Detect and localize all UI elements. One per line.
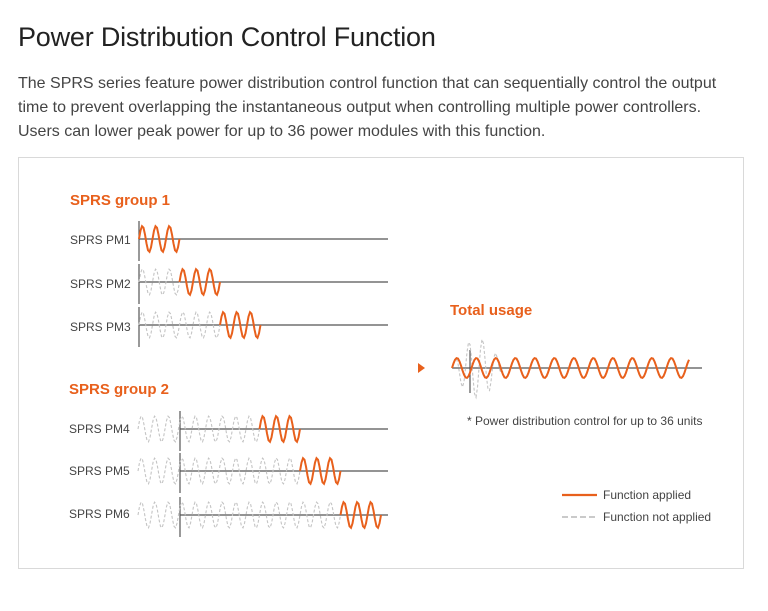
- group-2-title: SPRS group 2: [69, 381, 169, 398]
- waveform-layer: [137, 221, 702, 537]
- wave-not-applied: [138, 311, 221, 339]
- wave-not-applied: [137, 501, 342, 529]
- row-label-pm2: SPRS PM2: [70, 277, 131, 291]
- row-label-pm4: SPRS PM4: [69, 422, 130, 436]
- wave-applied: [138, 224, 181, 254]
- intro-paragraph: The SPRS series feature power distributi…: [18, 75, 717, 140]
- wave-not-applied: [138, 268, 181, 296]
- wave-not-applied: [137, 457, 301, 485]
- row-label-pm1: SPRS PM1: [70, 233, 131, 247]
- total-wave-not-applied: [451, 337, 504, 400]
- power-distribution-diagram: SPRS group 1 SPRS group 2 SPRS PM1 SPRS …: [69, 192, 711, 537]
- group-1-title: SPRS group 1: [70, 192, 170, 209]
- legend-applied-label: Function applied: [603, 488, 691, 502]
- wave-applied: [219, 310, 262, 340]
- page-title: Power Distribution Control Function: [18, 22, 436, 52]
- wave-applied: [339, 500, 382, 530]
- diagram-figure: SPRS group 1 SPRS group 2 SPRS PM1 SPRS …: [18, 157, 744, 569]
- wave-applied: [299, 456, 342, 486]
- total-usage-title: Total usage: [450, 302, 532, 319]
- legend-not-applied-label: Function not applied: [603, 510, 711, 524]
- wave-applied: [258, 414, 301, 444]
- row-label-pm6: SPRS PM6: [69, 507, 130, 521]
- wave-not-applied: [137, 415, 261, 443]
- wave-applied: [178, 267, 221, 297]
- total-usage-note: * Power distribution control for up to 3…: [467, 414, 702, 428]
- row-label-pm5: SPRS PM5: [69, 464, 130, 478]
- total-wave-applied: [451, 356, 690, 380]
- row-label-pm3: SPRS PM3: [70, 320, 131, 334]
- arrow-right-icon: [418, 363, 425, 373]
